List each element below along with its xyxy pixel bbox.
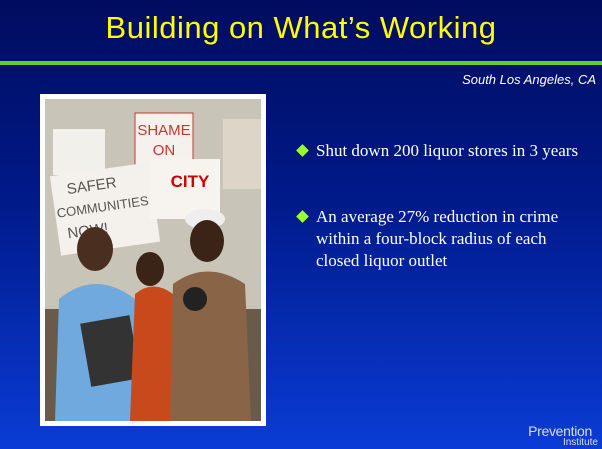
bullet: An average 27% reduction in crime within… [296,206,588,272]
photo-frame: SHAME ON CITY SAFER COMMUNITIES NOW! [40,94,266,426]
person-body [170,271,251,421]
sign [150,159,220,219]
sign [223,119,261,189]
sign [49,162,161,256]
bullet-marker [296,210,309,223]
bullet: Shut down 200 liquor stores in 3 years [296,140,588,162]
bullet-marker [296,144,309,157]
sign [53,129,105,175]
subtitle: South Los Angeles, CA [462,72,596,87]
person-head [77,227,113,271]
clipboard [80,315,141,387]
logo: Prevention [528,423,592,439]
sign-text: ON [153,142,176,159]
title-rule [0,61,602,65]
megaphone [183,287,207,311]
person-body [130,286,175,421]
logo: Institute [562,437,598,448]
photo: SHAME ON CITY SAFER COMMUNITIES NOW! [45,99,261,421]
bullet-text: Shut down 200 liquor stores in 3 years [316,141,579,160]
sign-text: SAFER [66,174,118,198]
sign-text: SHAME [137,122,190,139]
person-head [190,220,224,262]
person-head [136,252,164,286]
title: Building on What’s Working [105,10,497,45]
sign-text: CITY [171,172,210,191]
bullet-text: An average 27% reduction in crime within… [316,207,559,270]
